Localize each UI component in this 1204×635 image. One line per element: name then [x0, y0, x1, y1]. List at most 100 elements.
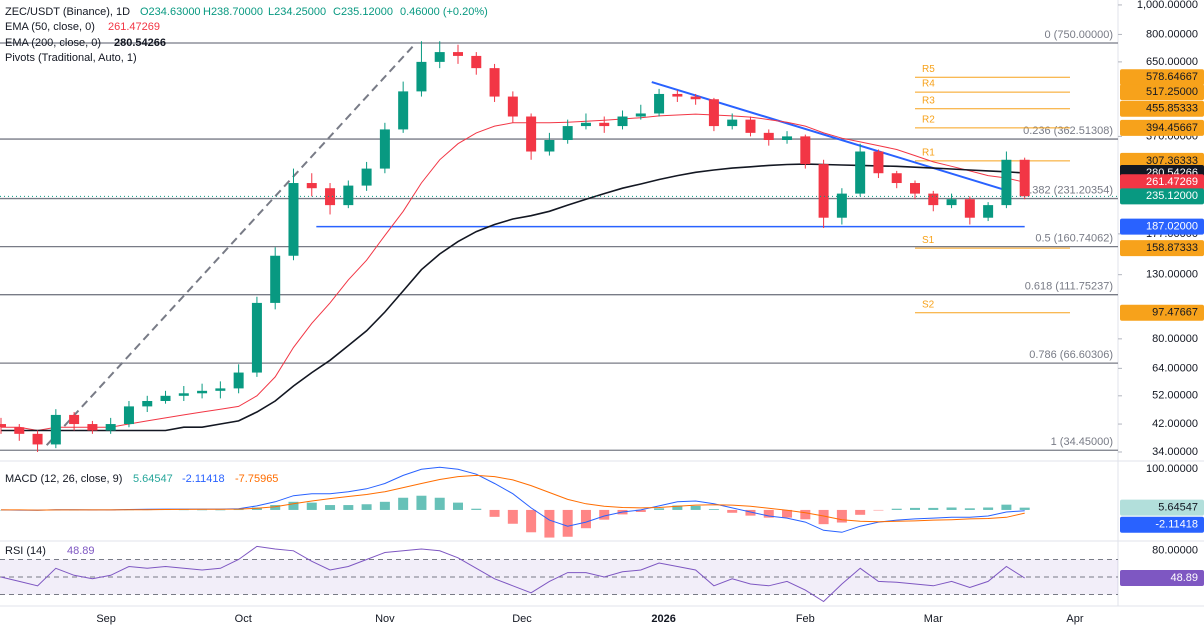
indicator-value: 5.64547: [133, 473, 173, 485]
pivot-tag: 307.36333: [1146, 155, 1198, 167]
pivot-tag: 97.47667: [1152, 307, 1198, 319]
ohlc-high: H238.70000: [203, 6, 263, 18]
fib-label: 0.5 (160.74062): [1035, 233, 1113, 245]
candle-body: [325, 188, 336, 206]
pivot-tag-bg: [1120, 304, 1204, 321]
indicator-title: RSI (14): [5, 545, 46, 557]
price-tag-bg: [1120, 188, 1204, 205]
macd-histogram-bar: [233, 509, 244, 511]
ohlc-change: 0.46000 (+0.20%): [400, 6, 488, 18]
candle-body: [32, 433, 43, 445]
hline-tag-bg: [1120, 218, 1204, 235]
macd-histogram-bar: [398, 497, 409, 510]
legend-entry: EMA (50, close, 0): [5, 21, 95, 33]
ohlc-low: L234.25000: [268, 6, 326, 18]
fib-label: 0.786 (66.60306): [1029, 349, 1113, 361]
pivot-tag: 394.45667: [1146, 122, 1198, 134]
candle-body: [160, 395, 171, 401]
candle-body: [306, 183, 317, 189]
macd-histogram-bar: [507, 509, 518, 524]
legend-entry: EMA (200, close, 0): [5, 37, 101, 49]
candle-body: [983, 205, 994, 218]
macd-histogram-bar: [946, 507, 957, 510]
rsi-tag-bg: [1120, 569, 1204, 586]
candle-body: [763, 132, 774, 141]
macd-histogram-bar: [855, 509, 866, 515]
pivot-name: R3: [922, 95, 935, 106]
legend-value: 280.54266: [114, 37, 166, 49]
candle-body: [416, 61, 427, 92]
y-tick-label: 800.00000: [1146, 28, 1198, 40]
macd-histogram-bar: [599, 509, 610, 520]
macd-histogram-bar: [727, 509, 738, 513]
candle-body: [782, 136, 793, 141]
macd-histogram-bar: [453, 502, 463, 510]
indicator-title: MACD (12, 26, close, 9): [5, 473, 122, 485]
y-tick-label: 42.00000: [1152, 418, 1198, 430]
x-tick-label: 2026: [651, 613, 675, 625]
macd-histogram-bar: [928, 507, 939, 510]
candle-body: [635, 113, 646, 117]
y-tick-label: 64.00000: [1152, 362, 1198, 374]
x-tick-label: Oct: [235, 613, 252, 625]
candle-body: [1019, 159, 1030, 197]
x-tick-label: Nov: [375, 613, 395, 625]
fib-label: 0.618 (111.75237): [1025, 281, 1113, 293]
candle-body: [562, 126, 573, 141]
macd-histogram-bar: [836, 509, 847, 523]
macd-histogram-bar: [654, 508, 665, 510]
legend-value: 261.47269: [108, 21, 160, 33]
candle-body: [0, 424, 6, 428]
macd-tag-bg: [1120, 516, 1204, 533]
candle-body: [215, 388, 226, 391]
candle-body: [489, 68, 500, 97]
pivot-tag: 517.25000: [1146, 86, 1198, 98]
fib-label: 0 (750.00000): [1045, 29, 1114, 41]
macd-histogram-bar: [708, 509, 719, 510]
macd-histogram-bar: [782, 509, 793, 518]
macd-histogram-bar: [270, 505, 281, 510]
y-tick-label: 100.00000: [1146, 463, 1198, 475]
macd-histogram-bar: [873, 509, 884, 511]
macd-histogram-bar: [1001, 504, 1012, 510]
candle-body: [178, 393, 189, 396]
macd-histogram-bar: [343, 505, 354, 510]
x-tick-label: Apr: [1066, 613, 1083, 625]
candle-body: [507, 96, 518, 117]
macd-histogram-bar: [197, 509, 208, 511]
candle-body: [14, 427, 25, 434]
macd-histogram-bar: [361, 504, 372, 510]
macd-histogram-bar: [891, 508, 902, 510]
hline-tag: 187.02000: [1146, 220, 1198, 232]
macd-histogram-bar: [288, 501, 299, 510]
candle-body: [672, 93, 683, 97]
pivot-tag: 455.85333: [1146, 103, 1198, 115]
candle-body: [836, 193, 847, 218]
trendline: [45, 42, 417, 446]
candle-body: [197, 390, 208, 394]
x-tick-label: Mar: [924, 613, 943, 625]
macd-histogram-bar: [635, 509, 646, 512]
macd-histogram-bar: [672, 505, 683, 510]
y-tick-label: 52.00000: [1152, 390, 1198, 402]
pivot-tag-bg: [1120, 100, 1204, 117]
candle-body: [361, 168, 372, 186]
pivot-name: R5: [922, 64, 935, 75]
indicator-value: -7.75965: [235, 473, 278, 485]
x-tick-label: Sep: [96, 613, 116, 625]
candle-body: [891, 173, 902, 184]
candle-body: [708, 99, 719, 127]
legend-entry: Pivots (Traditional, Auto, 1): [5, 52, 137, 64]
price-tag: 235.12000: [1146, 190, 1198, 202]
ema-tag-bg: [1120, 174, 1204, 191]
symbol-label: ZEC/USDT (Binance), 1D: [5, 6, 130, 18]
macd-histogram-bar: [471, 508, 482, 510]
pivot-tag-bg: [1120, 119, 1204, 136]
y-tick-label: 650.00000: [1146, 56, 1198, 68]
candle-body: [471, 55, 482, 69]
candle-body: [946, 199, 957, 206]
ema-line: [1, 163, 1025, 432]
macd-histogram-bar: [690, 505, 701, 510]
rsi-line: [0, 545, 1025, 603]
pivot-name: R4: [922, 79, 935, 90]
